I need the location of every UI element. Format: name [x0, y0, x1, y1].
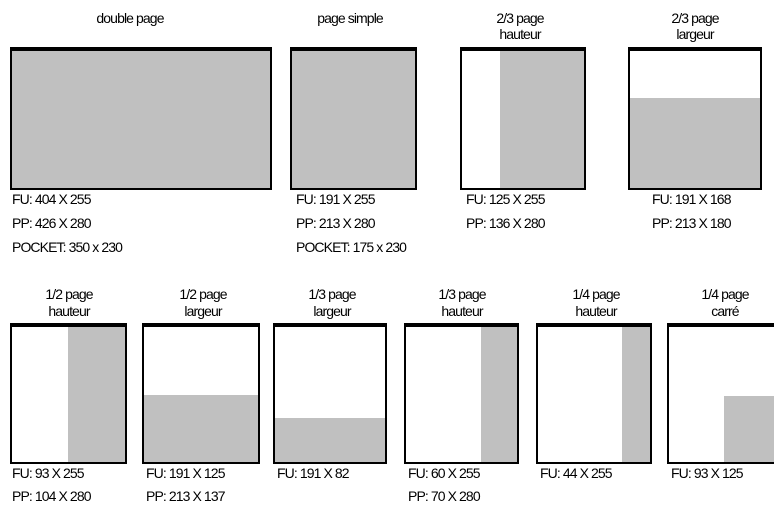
shaded-area — [292, 51, 415, 188]
format-title-line2: hauteur — [499, 26, 541, 42]
format-diagram — [460, 47, 586, 190]
format-diagram — [10, 323, 127, 464]
dimension-fu: FU: 93 X 255 — [12, 465, 85, 481]
dimension-fu: FU: 125 X 255 — [466, 191, 545, 207]
dimension-fu: FU: 191 X 125 — [146, 465, 225, 481]
dimension-pp: PP: 213 X 280 — [296, 215, 375, 231]
format-title-line2: largeur — [313, 303, 351, 319]
dimension-pocket: POCKET: 175 x 230 — [296, 239, 407, 255]
dimension-fu: FU: 93 X 125 — [671, 465, 744, 481]
format-diagram — [273, 323, 387, 464]
shaded-area — [12, 51, 270, 188]
format-title: 1/3 page — [308, 286, 356, 302]
dimension-fu: FU: 44 X 255 — [540, 465, 613, 481]
format-title: 1/4 page — [572, 286, 620, 302]
dimension-pp: PP: 426 X 280 — [12, 215, 91, 231]
format-diagram — [10, 47, 272, 190]
format-title: 2/3 page — [496, 10, 544, 26]
format-title: 1/2 page — [179, 286, 227, 302]
dimension-fu: FU: 404 X 255 — [12, 191, 91, 207]
format-diagram — [142, 323, 260, 464]
format-title: 2/3 page — [671, 10, 719, 26]
format-title-line2: hauteur — [48, 303, 90, 319]
format-title-line2: hauteur — [575, 303, 617, 319]
format-diagram — [290, 47, 417, 190]
dimension-pp: PP: 136 X 280 — [466, 215, 545, 231]
dimension-fu: FU: 191 X 168 — [652, 191, 731, 207]
shaded-area — [622, 327, 650, 462]
dimension-pp: PP: 213 X 180 — [652, 215, 731, 231]
format-title: page simple — [317, 10, 383, 26]
format-title-line2: largeur — [184, 303, 222, 319]
shaded-area — [500, 51, 584, 188]
dimension-fu: FU: 191 X 82 — [277, 465, 350, 481]
dimension-pocket: POCKET: 350 x 230 — [12, 239, 123, 255]
dimension-pp: PP: 213 X 137 — [146, 488, 225, 504]
dimension-pp: PP: 104 X 280 — [12, 488, 91, 504]
format-title: 1/4 page — [701, 286, 749, 302]
dimension-fu: FU: 191 X 255 — [296, 191, 375, 207]
shaded-area — [144, 395, 258, 462]
shaded-area — [630, 98, 760, 188]
shaded-area — [275, 418, 385, 462]
format-title: double page — [96, 10, 164, 26]
format-diagram — [628, 47, 762, 190]
format-diagram — [667, 323, 774, 464]
dimension-fu: FU: 60 X 255 — [408, 465, 481, 481]
dimension-pp: PP: 70 X 280 — [408, 488, 481, 504]
format-diagram — [404, 323, 519, 464]
format-title-line2: hauteur — [441, 303, 483, 319]
shaded-area — [724, 396, 774, 462]
format-title: 1/2 page — [45, 286, 93, 302]
shaded-area — [68, 327, 125, 462]
shaded-area — [481, 327, 517, 462]
format-title-line2: largeur — [676, 26, 714, 42]
format-diagram — [536, 323, 652, 464]
format-title: 1/3 page — [438, 286, 486, 302]
format-title-line2: carré — [711, 303, 739, 319]
